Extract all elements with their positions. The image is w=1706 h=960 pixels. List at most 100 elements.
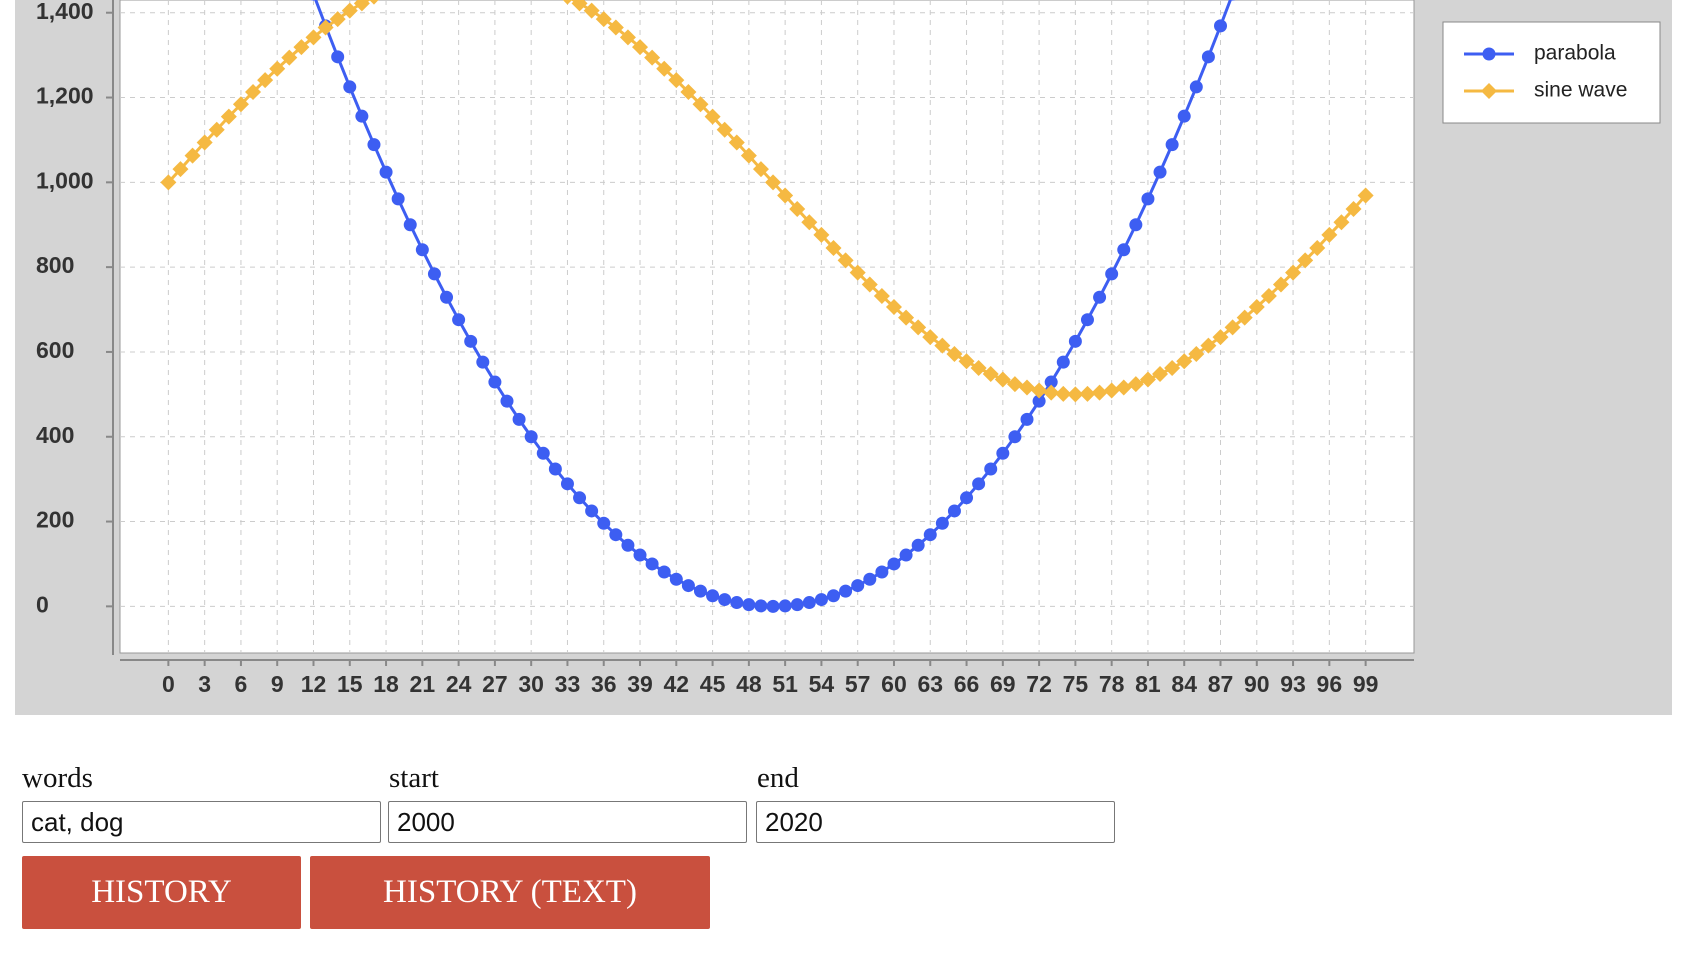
- marker: [476, 355, 490, 369]
- marker: [656, 60, 673, 77]
- marker: [1357, 187, 1374, 204]
- marker: [488, 375, 502, 389]
- marker: [1019, 379, 1036, 396]
- marker: [341, 2, 358, 19]
- text-input[interactable]: 2020: [756, 801, 1115, 843]
- marker: [609, 528, 623, 542]
- marker: [1176, 353, 1193, 370]
- marker: [1127, 376, 1144, 393]
- text-input[interactable]: cat, dog: [22, 801, 381, 843]
- x-tick-label: 87: [1208, 671, 1234, 697]
- marker: [827, 589, 841, 603]
- marker: [657, 565, 671, 579]
- marker: [220, 108, 237, 125]
- button[interactable]: HISTORY (TEXT): [310, 856, 710, 929]
- plot-area: [119, 0, 1415, 654]
- x-tick-label: 99: [1353, 671, 1379, 697]
- marker: [1260, 287, 1277, 304]
- x-tick-label: 66: [954, 671, 980, 697]
- x-tick-label: 45: [700, 671, 726, 697]
- marker: [1229, 0, 1236, 1]
- legend-label: sine wave: [1534, 79, 1627, 102]
- marker: [766, 599, 780, 613]
- marker: [706, 589, 720, 603]
- x-tick-label: 57: [845, 671, 871, 697]
- x-tick-label: 36: [591, 671, 617, 697]
- marker: [427, 267, 441, 281]
- marker: [814, 593, 828, 607]
- x-tick-label: 12: [301, 671, 327, 697]
- marker: [232, 96, 249, 113]
- marker: [984, 462, 998, 476]
- marker: [257, 72, 274, 89]
- marker: [269, 60, 286, 77]
- marker: [669, 572, 683, 586]
- marker: [619, 29, 636, 46]
- marker: [367, 138, 381, 152]
- button[interactable]: HISTORY: [22, 856, 301, 929]
- marker: [790, 598, 804, 612]
- marker: [310, 0, 317, 1]
- marker: [692, 96, 709, 113]
- marker: [1141, 192, 1155, 206]
- marker: [863, 572, 877, 586]
- field-label: start: [389, 762, 439, 794]
- marker: [898, 309, 915, 326]
- marker: [293, 39, 310, 56]
- marker: [1091, 384, 1108, 401]
- x-tick-label: 24: [446, 671, 472, 697]
- marker: [740, 147, 757, 164]
- marker: [1201, 50, 1215, 64]
- legend-label: parabola: [1534, 42, 1616, 65]
- x-tick-label: 15: [337, 671, 363, 697]
- marker: [595, 11, 612, 28]
- marker: [452, 313, 466, 327]
- marker: [1105, 267, 1119, 281]
- marker: [1129, 218, 1143, 232]
- marker: [1285, 264, 1302, 281]
- marker: [1117, 243, 1131, 257]
- x-tick-label: 90: [1244, 671, 1270, 697]
- legend: parabola sine wave: [1442, 21, 1661, 124]
- marker: [403, 218, 417, 232]
- marker: [1333, 214, 1350, 231]
- y-tick-label: 0: [36, 591, 49, 617]
- marker: [996, 446, 1010, 460]
- marker: [391, 192, 405, 206]
- marker: [960, 491, 974, 505]
- marker: [875, 565, 889, 579]
- text-input[interactable]: 2000: [388, 801, 747, 843]
- marker: [1224, 319, 1241, 336]
- marker: [789, 201, 806, 218]
- marker: [1272, 276, 1289, 293]
- x-tick-label: 30: [518, 671, 544, 697]
- marker: [1248, 298, 1265, 315]
- marker: [1188, 346, 1205, 363]
- x-tick-label: 69: [990, 671, 1016, 697]
- marker: [934, 337, 951, 354]
- marker: [585, 504, 599, 518]
- marker: [1309, 240, 1326, 257]
- marker: [512, 412, 526, 426]
- marker: [910, 319, 927, 336]
- marker: [861, 276, 878, 293]
- marker: [778, 599, 792, 613]
- marker: [548, 462, 562, 476]
- plot: [160, 0, 1374, 613]
- x-tick-label: 72: [1026, 671, 1052, 697]
- marker: [355, 109, 369, 123]
- x-tick-label: 51: [772, 671, 798, 697]
- marker: [621, 538, 635, 552]
- marker: [825, 240, 842, 257]
- x-tick-label: 42: [664, 671, 690, 697]
- x-tick-label: 54: [809, 671, 835, 697]
- x-tick-label: 9: [271, 671, 284, 697]
- marker: [922, 329, 939, 346]
- field-label: words: [22, 762, 93, 794]
- marker: [1164, 360, 1181, 377]
- marker: [1031, 382, 1048, 399]
- x-tick-label: 84: [1171, 671, 1197, 697]
- marker: [1165, 138, 1179, 152]
